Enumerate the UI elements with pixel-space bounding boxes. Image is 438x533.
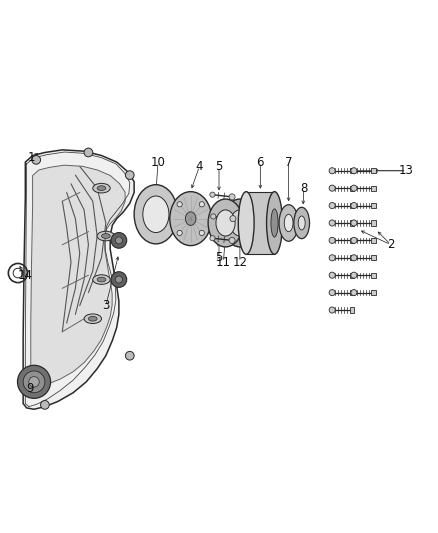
Text: 5: 5: [215, 251, 223, 264]
FancyBboxPatch shape: [350, 308, 354, 313]
Ellipse shape: [134, 184, 178, 244]
Circle shape: [177, 201, 182, 207]
Text: 2: 2: [387, 238, 395, 251]
Circle shape: [84, 148, 93, 157]
Circle shape: [125, 171, 134, 180]
Ellipse shape: [97, 186, 106, 191]
Text: 4: 4: [196, 160, 203, 173]
FancyBboxPatch shape: [350, 185, 354, 191]
FancyBboxPatch shape: [371, 168, 376, 173]
Ellipse shape: [294, 207, 310, 239]
Text: 3: 3: [102, 299, 110, 312]
FancyBboxPatch shape: [371, 238, 376, 243]
Circle shape: [351, 237, 357, 244]
Circle shape: [210, 192, 215, 197]
Circle shape: [177, 230, 182, 236]
Circle shape: [199, 230, 205, 236]
FancyBboxPatch shape: [350, 272, 354, 278]
Circle shape: [351, 168, 357, 174]
Circle shape: [116, 237, 122, 244]
Ellipse shape: [84, 314, 102, 324]
Text: 10: 10: [151, 156, 166, 168]
Text: 5: 5: [215, 160, 223, 173]
Circle shape: [229, 237, 235, 244]
Circle shape: [211, 214, 216, 219]
FancyBboxPatch shape: [371, 220, 376, 225]
Circle shape: [351, 185, 357, 191]
Ellipse shape: [93, 275, 110, 284]
Text: 1: 1: [28, 151, 35, 164]
Circle shape: [230, 215, 236, 222]
Circle shape: [329, 203, 335, 208]
Ellipse shape: [267, 192, 283, 254]
Circle shape: [23, 371, 45, 393]
Ellipse shape: [143, 196, 169, 232]
Ellipse shape: [284, 214, 293, 232]
Ellipse shape: [223, 199, 257, 247]
FancyBboxPatch shape: [350, 220, 354, 225]
Circle shape: [116, 276, 122, 283]
Ellipse shape: [93, 183, 110, 193]
FancyBboxPatch shape: [350, 238, 354, 243]
Ellipse shape: [88, 316, 97, 321]
Text: 7: 7: [285, 156, 293, 168]
Text: 11: 11: [216, 256, 231, 269]
Circle shape: [329, 168, 335, 174]
Text: 14: 14: [18, 269, 33, 282]
Circle shape: [32, 156, 41, 164]
Circle shape: [329, 185, 335, 191]
Circle shape: [351, 289, 357, 296]
Ellipse shape: [208, 199, 243, 247]
FancyBboxPatch shape: [371, 185, 376, 191]
FancyBboxPatch shape: [371, 203, 376, 208]
Ellipse shape: [271, 209, 278, 237]
Polygon shape: [23, 150, 134, 409]
Circle shape: [329, 220, 335, 226]
FancyBboxPatch shape: [371, 290, 376, 295]
Circle shape: [329, 255, 335, 261]
FancyBboxPatch shape: [350, 290, 354, 295]
Circle shape: [111, 272, 127, 287]
Text: 9: 9: [26, 382, 33, 395]
Ellipse shape: [238, 192, 254, 254]
Circle shape: [329, 237, 335, 244]
FancyBboxPatch shape: [350, 203, 354, 208]
Circle shape: [18, 365, 50, 398]
Text: 12: 12: [233, 256, 247, 269]
Circle shape: [329, 307, 335, 313]
Text: 13: 13: [399, 164, 413, 177]
Bar: [246, 192, 275, 254]
Ellipse shape: [298, 216, 305, 230]
Polygon shape: [31, 165, 125, 386]
Circle shape: [351, 220, 357, 226]
Ellipse shape: [97, 277, 106, 282]
Circle shape: [125, 351, 134, 360]
Ellipse shape: [185, 212, 196, 225]
Circle shape: [329, 272, 335, 278]
Circle shape: [229, 194, 235, 200]
Circle shape: [199, 201, 205, 207]
Ellipse shape: [216, 210, 235, 236]
Circle shape: [29, 377, 39, 387]
FancyBboxPatch shape: [371, 272, 376, 278]
Circle shape: [351, 203, 357, 208]
Ellipse shape: [102, 233, 110, 238]
FancyBboxPatch shape: [371, 255, 376, 261]
Circle shape: [210, 236, 215, 241]
Circle shape: [111, 232, 127, 248]
Ellipse shape: [230, 210, 250, 236]
FancyBboxPatch shape: [350, 255, 354, 261]
Circle shape: [41, 400, 49, 409]
Circle shape: [329, 289, 335, 296]
Ellipse shape: [97, 231, 115, 241]
Text: 8: 8: [300, 182, 307, 195]
Circle shape: [351, 255, 357, 261]
Text: 6: 6: [257, 156, 264, 168]
Ellipse shape: [170, 192, 212, 246]
Circle shape: [351, 272, 357, 278]
Ellipse shape: [279, 205, 298, 241]
FancyBboxPatch shape: [350, 168, 354, 173]
